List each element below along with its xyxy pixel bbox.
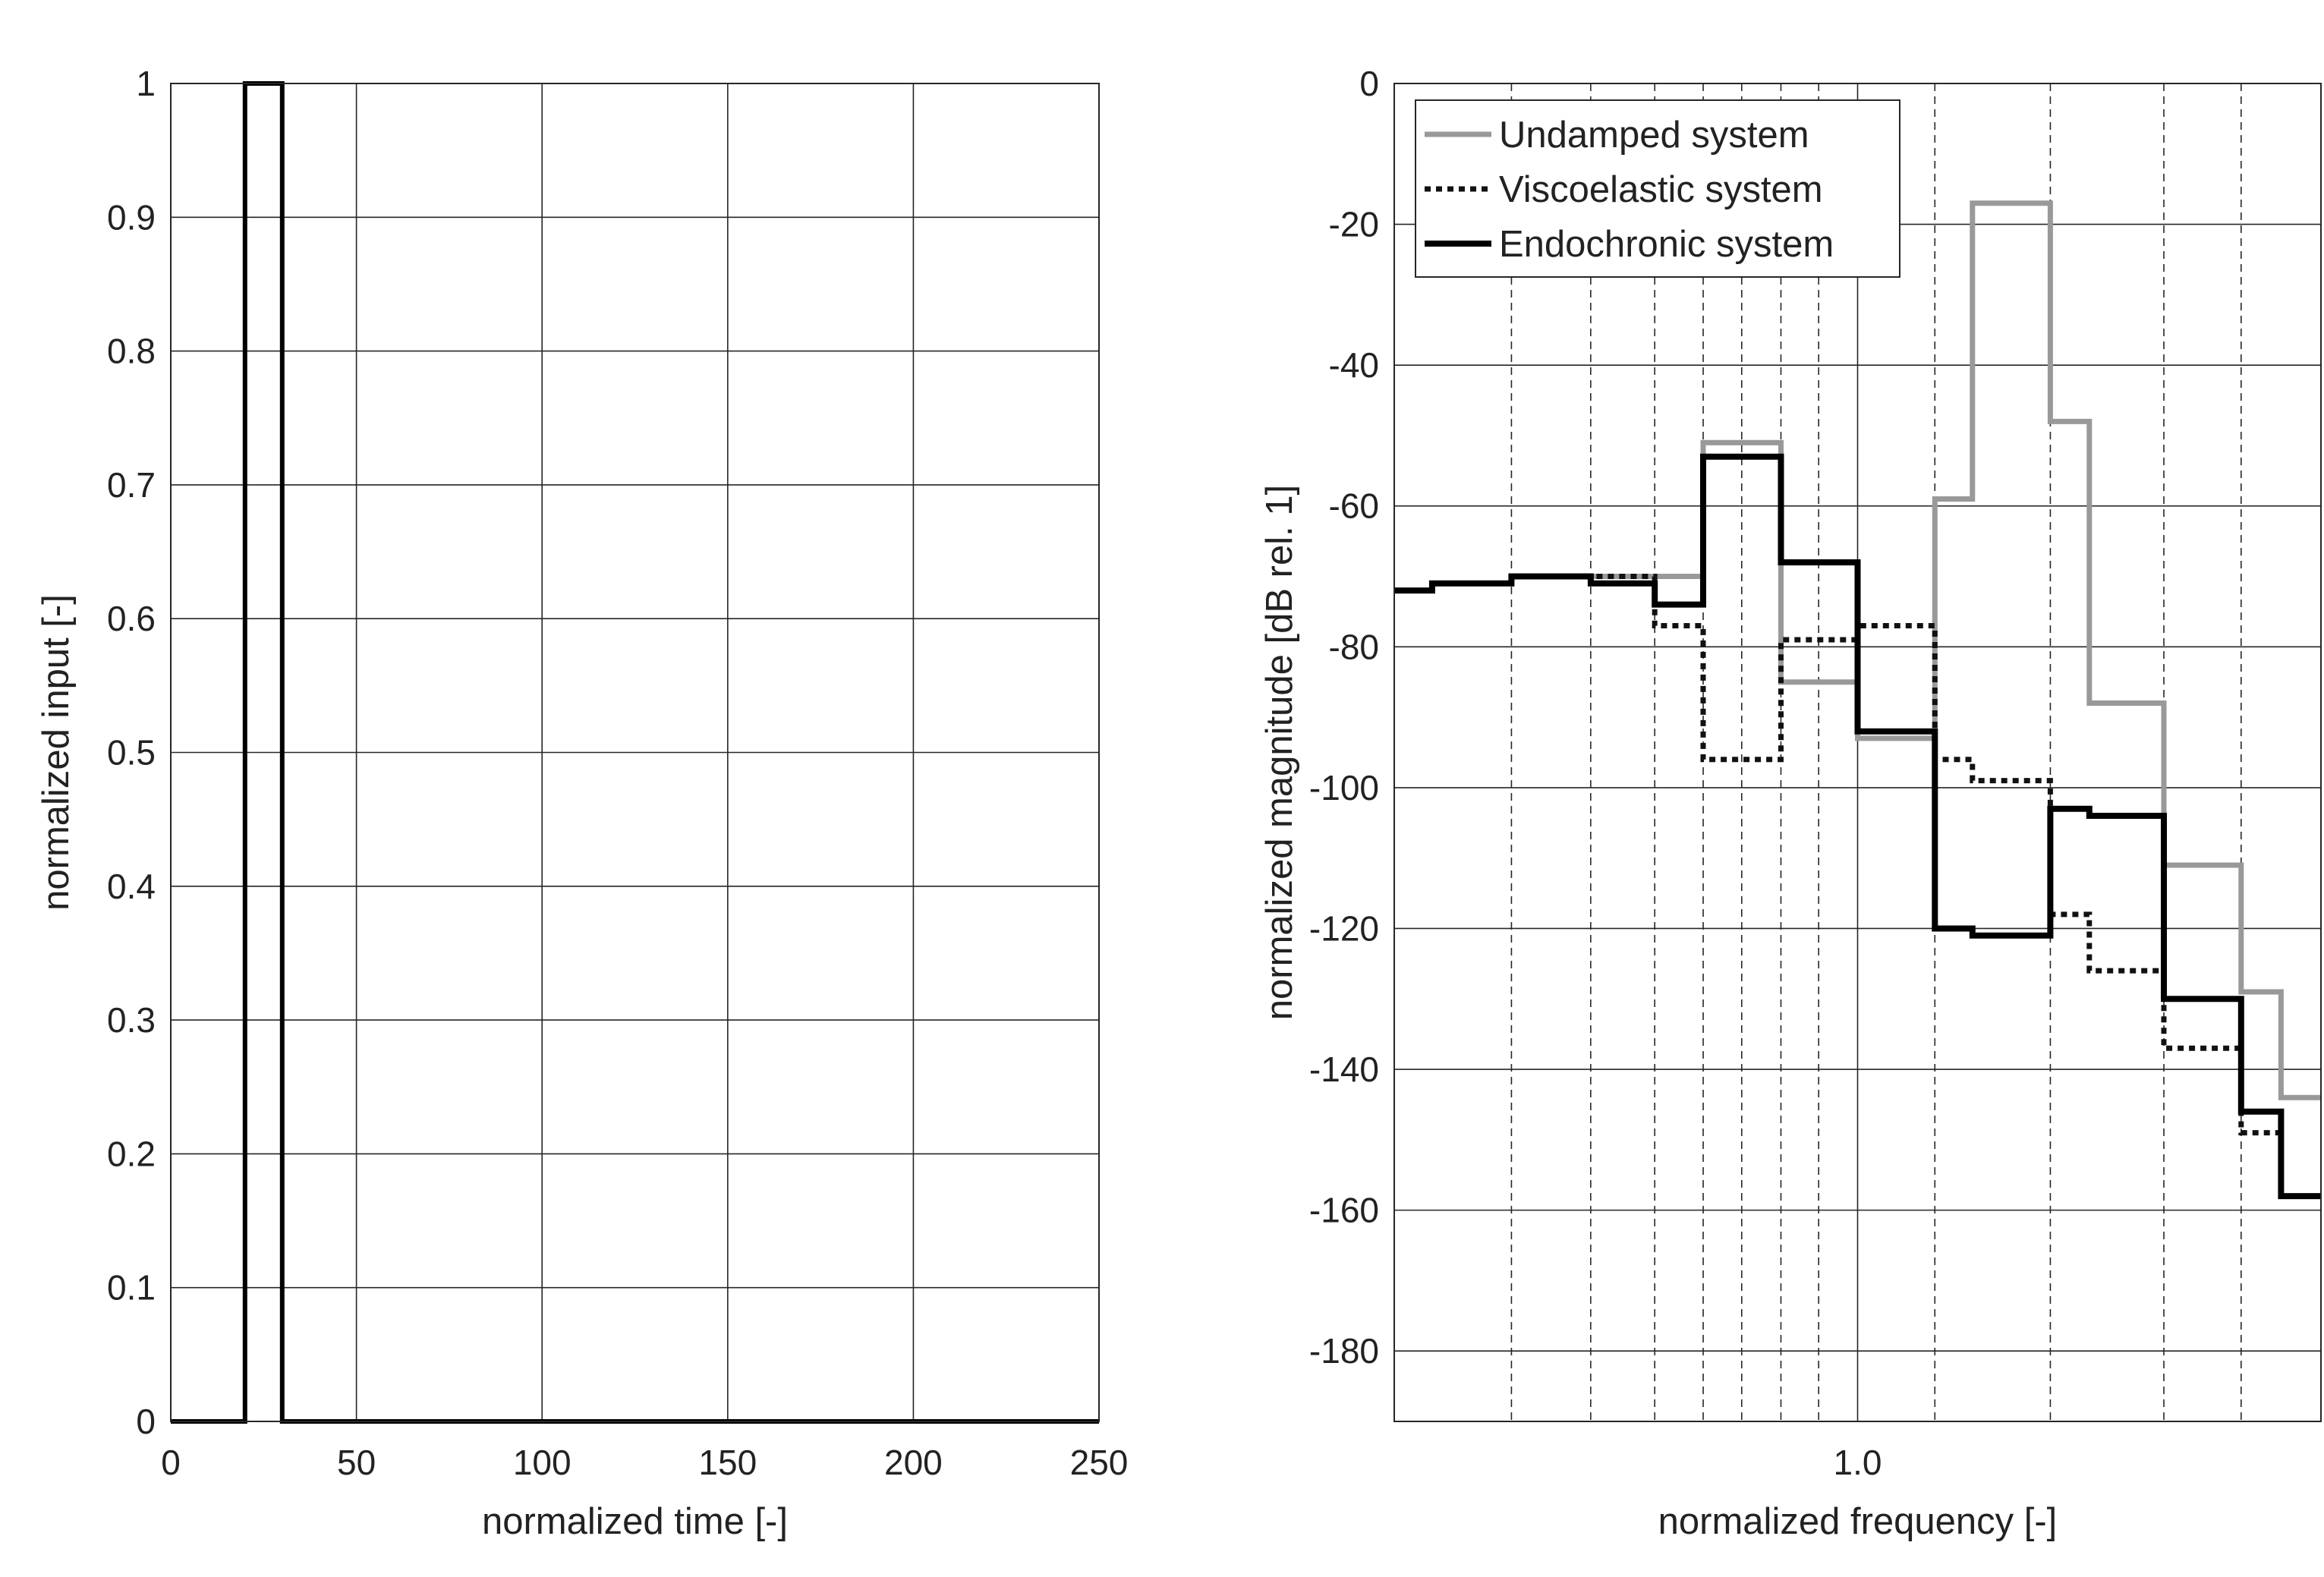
time-plot-border [170,83,1100,1422]
frequency-y-tick-label: -120 [1309,908,1379,948]
legend-label: Viscoelastic system [1499,169,1823,210]
legend: Undamped system Viscoelastic system Endoch… [1415,99,1900,278]
frequency-y-tick-label: -180 [1309,1331,1379,1371]
time-y-axis-label: normalized input [-] [36,594,77,911]
frequency-domain-plot: 1.0 0 -20 -40 -60 -80 -100 -120 -140 -160 -180 no… [1259,64,2322,1542]
frequency-y-axis-label: normalized magnitude [dB rel. 1] [1259,485,1300,1020]
time-y-tick-label: 0 [136,1402,156,1441]
time-plot-y-ticks: 0 0.1 0.2 0.3 0.4 0.5 0.6 0.7 0.8 0.9 1 [107,64,156,1441]
frequency-plot-x-ticks: 1.0 [1834,1443,1882,1482]
time-y-tick-label: 0.6 [107,599,156,638]
frequency-plot-border [1393,83,2322,1422]
frequency-y-tick-label: -40 [1329,345,1379,385]
frequency-y-tick-label: -20 [1329,205,1379,244]
legend-label: Undamped system [1499,115,1809,156]
time-y-tick-label: 0.9 [107,197,156,237]
legend-box [1415,99,1900,278]
time-x-tick-label: 0 [161,1443,181,1482]
time-x-tick-label: 200 [884,1443,943,1482]
time-domain-plot: 0 50 100 150 200 250 0 0.1 0.2 0.3 0.4 0.5 0.6 0.7 0.… [36,64,1128,1542]
frequency-y-tick-label: -100 [1309,768,1379,807]
endochronic-system-line [1394,453,2321,1200]
time-y-tick-label: 1 [136,64,156,103]
time-y-tick-label: 0.2 [107,1134,156,1173]
frequency-y-tick-label: -160 [1309,1191,1379,1230]
time-x-axis-label: normalized time [-] [482,1501,788,1542]
time-y-tick-label: 0.5 [107,733,156,773]
time-plot-x-ticks: 0 50 100 150 200 250 [161,1443,1128,1482]
frequency-x-tick-label: 1.0 [1834,1443,1882,1482]
legend-items: Undamped system Viscoelastic system Endoch… [1425,115,1834,265]
time-y-tick-label: 0.7 [107,465,156,505]
time-x-tick-label: 50 [337,1443,376,1482]
frequency-plot-y-ticks: 0 -20 -40 -60 -80 -100 -120 -140 -160 -180 [1309,64,1379,1371]
time-y-tick-label: 0.4 [107,867,156,906]
time-x-tick-label: 250 [1070,1443,1129,1482]
time-x-tick-label: 150 [698,1443,757,1482]
frequency-y-tick-label: 0 [1359,64,1379,103]
frequency-x-axis-label: normalized frequency [-] [1658,1501,2058,1542]
time-y-tick-label: 0.3 [107,1000,156,1040]
legend-label: Endochronic system [1499,224,1834,265]
time-y-tick-label: 0.8 [107,332,156,371]
frequency-y-tick-label: -80 [1329,627,1379,666]
frequency-plot-data [1394,200,2321,1200]
time-y-tick-label: 0.1 [107,1268,156,1308]
frequency-y-tick-label: -60 [1329,486,1379,526]
frequency-y-tick-label: -140 [1309,1050,1379,1089]
time-x-tick-label: 100 [513,1443,572,1482]
